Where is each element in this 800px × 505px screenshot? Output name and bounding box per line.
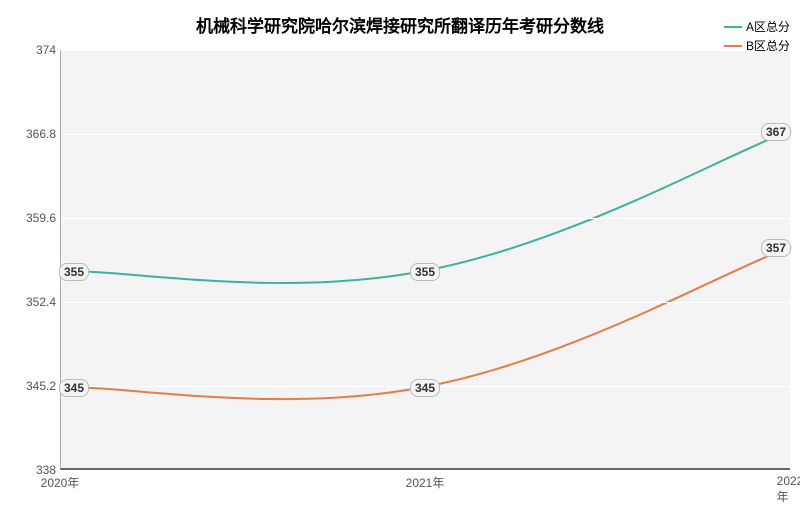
legend-swatch-a: [724, 26, 742, 28]
y-tick-label: 366.8: [6, 127, 56, 141]
chart-svg: [61, 50, 790, 468]
y-tick-label: 345.2: [6, 379, 56, 393]
legend: A区总分 B区总分: [724, 18, 790, 56]
data-label: 367: [761, 123, 791, 141]
y-tick-label: 352.4: [6, 295, 56, 309]
gridline: [61, 134, 790, 135]
data-label: 357: [761, 239, 791, 257]
gridline: [61, 50, 790, 51]
data-label: 345: [410, 379, 440, 397]
chart-title: 机械科学研究院哈尔滨焊接研究所翻译历年考研分数线: [0, 12, 800, 37]
legend-item-a: A区总分: [724, 18, 790, 35]
legend-label-b: B区总分: [746, 37, 790, 54]
chart-container: 机械科学研究院哈尔滨焊接研究所翻译历年考研分数线 A区总分 B区总分 33834…: [0, 0, 800, 500]
series-line: [62, 131, 789, 283]
y-tick-label: 374: [6, 43, 56, 57]
data-label: 345: [59, 379, 89, 397]
y-tick-label: 359.6: [6, 211, 56, 225]
legend-item-b: B区总分: [724, 37, 790, 54]
legend-swatch-b: [724, 45, 742, 47]
data-label: 355: [410, 263, 440, 281]
x-tick-label: 2020年: [41, 474, 80, 491]
legend-label-a: A区总分: [746, 18, 790, 35]
gridline: [61, 302, 790, 303]
plot-area: [60, 50, 790, 470]
x-tick-label: 2021年: [406, 474, 445, 491]
gridline: [61, 218, 790, 219]
data-label: 355: [59, 263, 89, 281]
gridline: [61, 470, 790, 471]
x-tick-label: 2022年: [777, 474, 800, 505]
